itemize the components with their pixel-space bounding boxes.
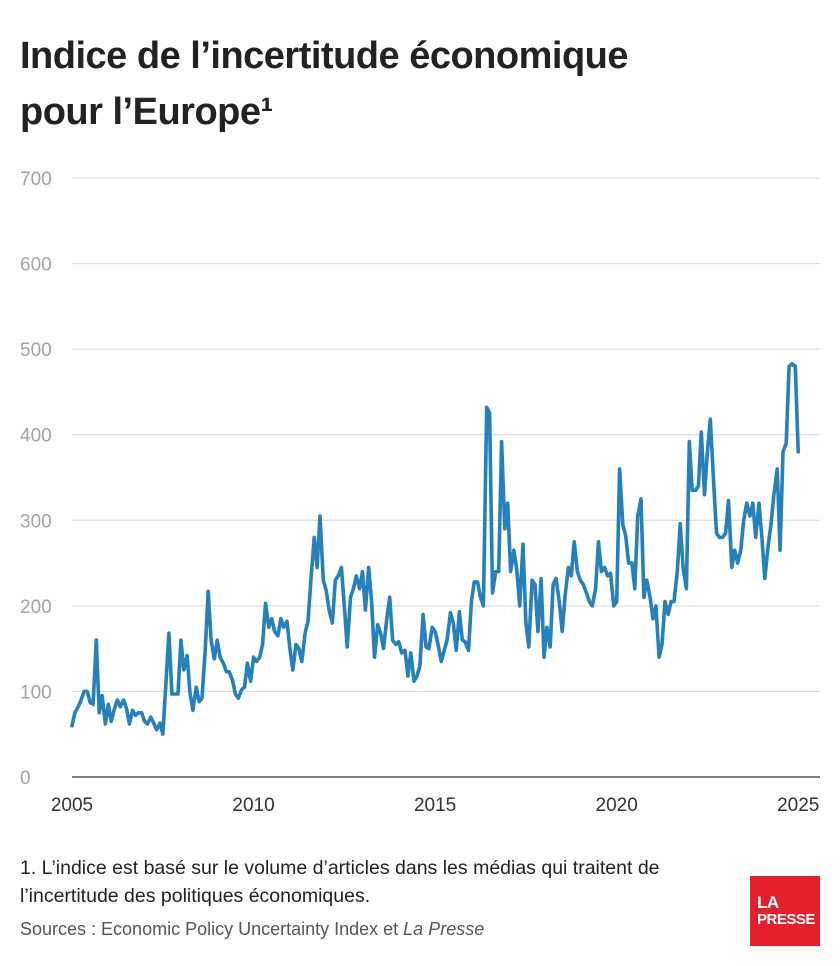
y-gridlines <box>72 177 820 778</box>
x-tick-label: 2010 <box>232 795 274 816</box>
la-presse-logo: LA PRESSE <box>750 876 820 946</box>
x-tick-label: 2020 <box>596 795 638 816</box>
y-tick-label: 300 <box>20 511 52 532</box>
x-axis: 2005 2010 2015 2020 2025 <box>51 795 819 816</box>
y-tick-label: 700 <box>20 169 52 190</box>
x-tick-label: 2015 <box>414 795 456 816</box>
footnote: 1. L’indice est basé sur le volume d’art… <box>20 857 660 907</box>
logo-line-1: LA <box>757 893 779 912</box>
y-axis: 0 100 200 300 400 500 600 700 <box>20 169 52 789</box>
chart-title: Indice de l’incertitude économique pour … <box>20 35 629 133</box>
y-tick-label: 400 <box>20 426 52 447</box>
series-line <box>70 361 800 736</box>
y-tick-label: 600 <box>20 255 52 276</box>
y-tick-label: 500 <box>20 340 52 361</box>
y-tick-label: 200 <box>20 597 52 618</box>
y-tick-label: 100 <box>20 682 52 703</box>
sources-publication: La Presse <box>403 919 485 939</box>
sources: Sources : Economic Policy Uncertainty In… <box>20 919 484 940</box>
logo-line-2: PRESSE <box>757 911 815 928</box>
y-tick-label: 0 <box>20 768 31 789</box>
x-tick-label: 2005 <box>51 795 93 816</box>
sources-text: Sources : Economic Policy Uncertainty In… <box>20 919 404 939</box>
x-tick-label: 2025 <box>777 795 819 816</box>
